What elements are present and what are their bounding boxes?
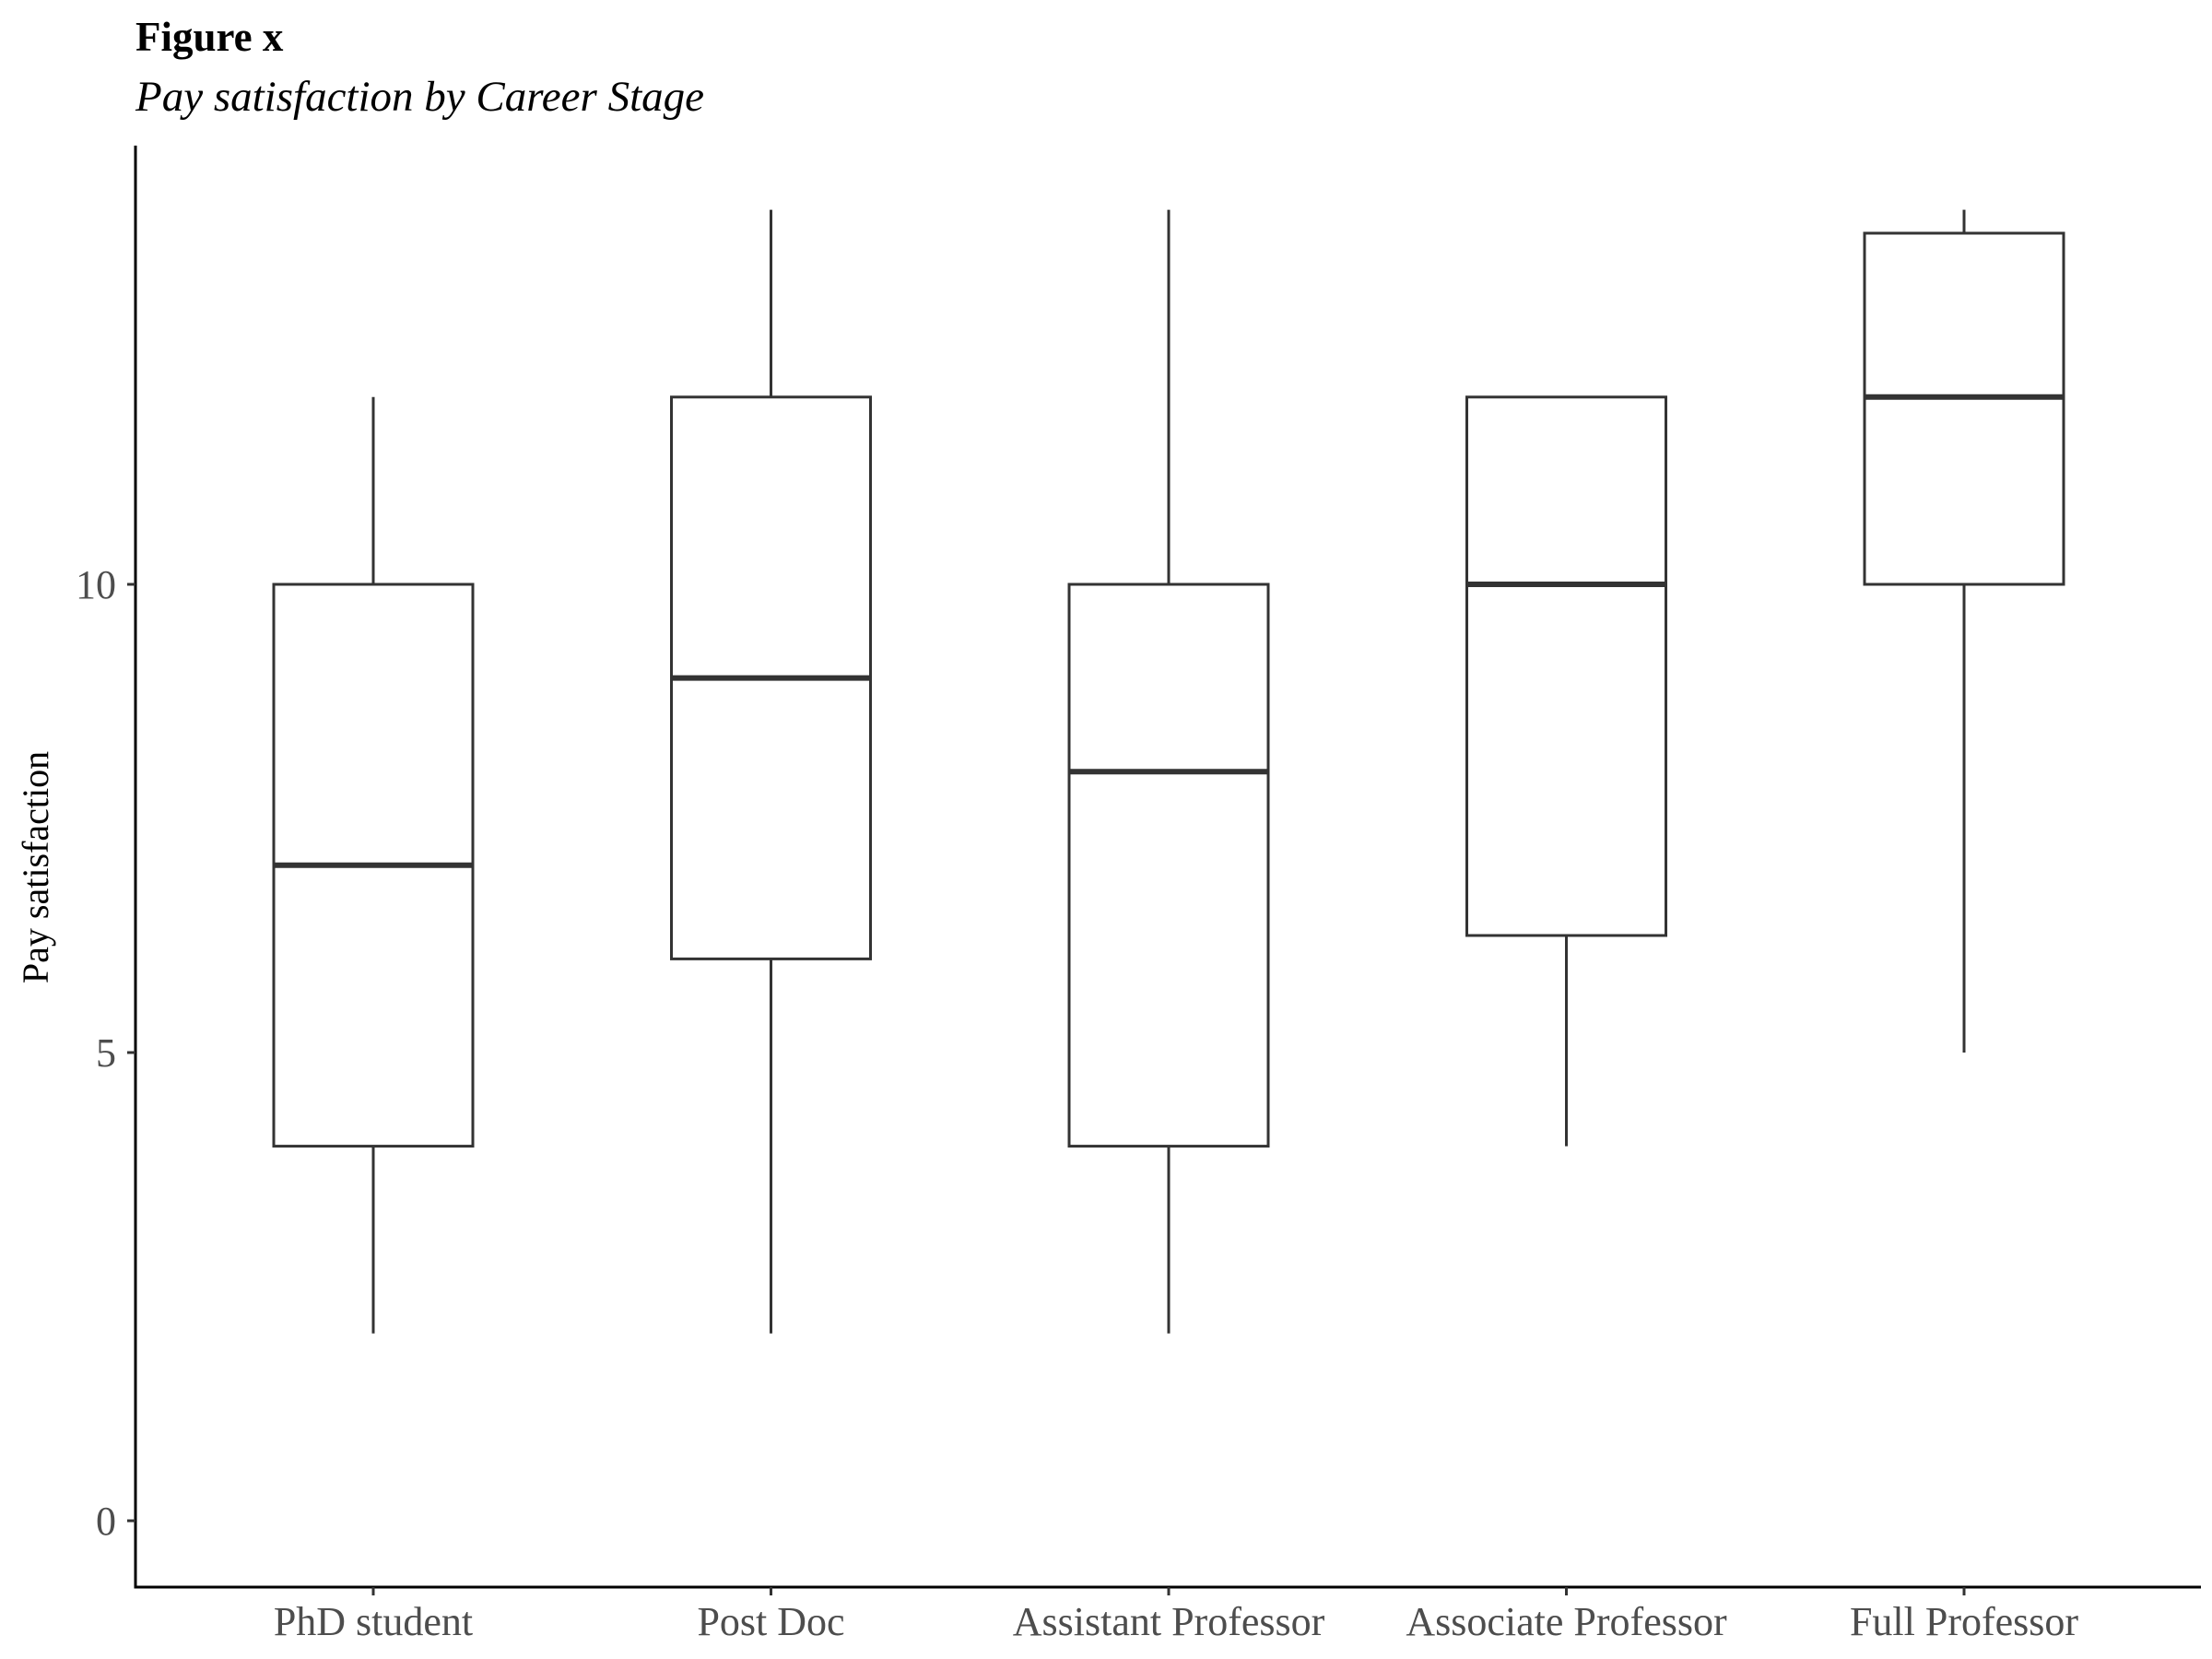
x-tick-label: Full Professor	[1850, 1599, 2078, 1644]
box-4	[1465, 395, 1667, 1147]
y-ticks-layer: 0 5 10	[76, 562, 135, 1544]
x-ticks-layer: PhD student Post Doc Assistant Professor As…	[274, 1587, 2078, 1644]
box-2	[670, 209, 872, 1334]
x-tick-label: Post Doc	[697, 1599, 844, 1644]
x-tick-label: PhD student	[274, 1599, 473, 1644]
y-tick-label: 5	[96, 1030, 116, 1076]
boxes-layer	[272, 209, 2065, 1334]
y-axis-title: Pay satisfaction	[15, 751, 56, 983]
iqr-box	[1067, 582, 1270, 1148]
x-tick-label: Associate Professor	[1406, 1599, 1727, 1644]
y-tick-label: 10	[76, 562, 116, 607]
iqr-box	[1465, 395, 1667, 937]
iqr-box	[1863, 231, 2065, 586]
x-tick-label: Assistant Professor	[1013, 1599, 1325, 1644]
y-tick-label: 0	[96, 1499, 116, 1544]
figure-label: Figure x	[135, 14, 284, 60]
box-3	[1067, 209, 1270, 1334]
box-1	[272, 396, 475, 1334]
chart-title: Pay satisfaction by Career Stage	[135, 73, 704, 121]
box-5	[1863, 209, 2065, 1053]
